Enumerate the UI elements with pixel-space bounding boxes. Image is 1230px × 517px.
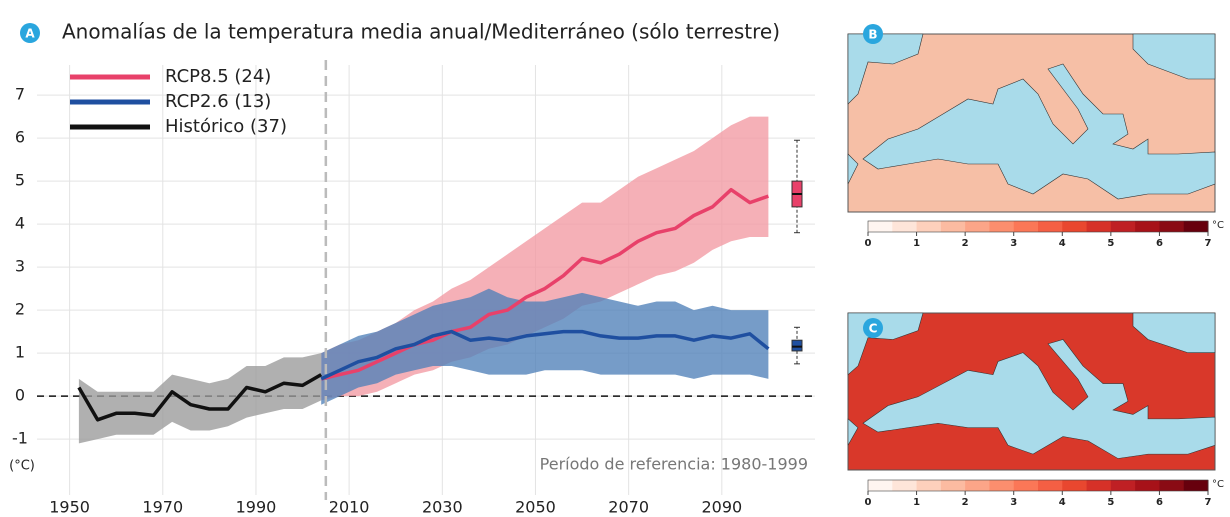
colorbar-cell (1183, 480, 1209, 491)
colorbar-cell (916, 221, 942, 232)
colorbar-cell (1013, 480, 1039, 491)
panel-label: C (869, 322, 878, 336)
y-tick-label: 2 (15, 300, 25, 319)
colorbar-cell (1183, 221, 1209, 232)
colorbar-cell (892, 221, 918, 232)
colorbar-tick-label: 7 (1205, 497, 1212, 508)
colorbar-cell (1062, 480, 1088, 491)
colorbar-unit: °C (1212, 479, 1224, 490)
colorbar-tick-label: 1 (913, 497, 920, 508)
x-tick-label: 2070 (608, 498, 649, 517)
colorbar-tick-label: 2 (962, 497, 969, 508)
colorbar-cell (1086, 221, 1112, 232)
series-line (77, 373, 323, 422)
colorbar-tick-label: 6 (1156, 497, 1163, 508)
x-tick-label: 1990 (236, 498, 277, 517)
colorbar-cell (1135, 221, 1160, 232)
colorbar-cell (1038, 480, 1063, 491)
y-tick-label: -1 (12, 429, 28, 448)
y-tick-label: 7 (15, 85, 25, 104)
uncertainty-band (78, 353, 322, 444)
colorbar-tick-label: 4 (1059, 497, 1066, 508)
y-tick-label: 1 (15, 343, 25, 362)
colorbar-cell (965, 480, 990, 491)
y-unit-label: (°C) (9, 459, 35, 474)
box-body (791, 339, 803, 352)
panel-badge (20, 23, 40, 43)
colorbar-cell (1110, 221, 1136, 232)
colorbar-cell (965, 221, 990, 232)
colorbar-cell (989, 480, 1015, 491)
y-tick-label: 0 (15, 386, 25, 405)
colorbar-tick-label: 5 (1107, 238, 1114, 249)
colorbar-tick-label: 7 (1205, 238, 1212, 249)
colorbar-cell (940, 221, 966, 232)
x-tick-label: 2030 (422, 498, 463, 517)
colorbar-cell (1110, 480, 1136, 491)
colorbar-tick-label: 3 (1010, 497, 1017, 508)
x-tick-label: 1970 (142, 498, 183, 517)
colorbar-cell (1062, 221, 1088, 232)
maps: B0 1 2 3 4 5 6 7°CC0 1 2 3 4 5 6 7°C (847, 24, 1224, 508)
colorbar-cell (989, 221, 1015, 232)
x-tick-label: 2090 (701, 498, 742, 517)
y-tick-label: 3 (15, 257, 25, 276)
colorbar-cell (1135, 480, 1160, 491)
legend-label: RCP2.6 (13) (165, 91, 271, 112)
y-tick-label: 4 (15, 214, 25, 233)
chart-title: Anomalías de la temperatura media anual/… (62, 20, 780, 44)
uncertainty-band (321, 288, 769, 405)
colorbar-cell (940, 480, 966, 491)
colorbar-tick-label: 3 (1010, 238, 1017, 249)
panel-badge (863, 24, 883, 44)
colorbar-tick-label: 1 (913, 238, 920, 249)
panel-label: B (868, 28, 877, 42)
annotation: Período de referencia: 1980-1999 (540, 455, 808, 474)
colorbar-tick-label: 2 (962, 238, 969, 249)
colorbar-cell (1159, 221, 1185, 232)
colorbar-unit: °C (1212, 220, 1224, 231)
colorbar-tick-label: 4 (1059, 238, 1066, 249)
y-tick-label: 6 (15, 128, 25, 147)
series-line (320, 329, 770, 381)
colorbar-cell (916, 480, 942, 491)
colorbar-cell (1086, 480, 1112, 491)
x-tick-label: 1950 (49, 498, 90, 517)
colorbar-tick-label: 0 (865, 497, 872, 508)
legend-label: Histórico (37) (165, 116, 287, 137)
colorbar-tick-label: 0 (865, 238, 872, 249)
colorbar-tick-label: 6 (1156, 238, 1163, 249)
plot: -1 0 1 2 3 4 5 6 7 1950 1970 1990 2010 2030 2050 2070 20… (9, 60, 815, 517)
y-tick-label: 5 (15, 171, 25, 190)
colorbar-cell (892, 480, 918, 491)
colorbar-cell (868, 480, 893, 491)
panel-label: A (25, 27, 35, 41)
x-tick-label: 2010 (329, 498, 370, 517)
colorbar-cell (1038, 221, 1063, 232)
colorbar-tick-label: 5 (1107, 497, 1114, 508)
x-tick-label: 2050 (515, 498, 556, 517)
colorbar-frame (867, 220, 1209, 233)
colorbar-cell (868, 221, 893, 232)
colorbar-cell (1159, 480, 1185, 491)
panel-badge (863, 318, 883, 338)
legend-label: RCP8.5 (24) (165, 66, 271, 87)
colorbar-cell (1013, 221, 1039, 232)
series-line (320, 187, 769, 381)
colorbar-frame (867, 479, 1209, 492)
